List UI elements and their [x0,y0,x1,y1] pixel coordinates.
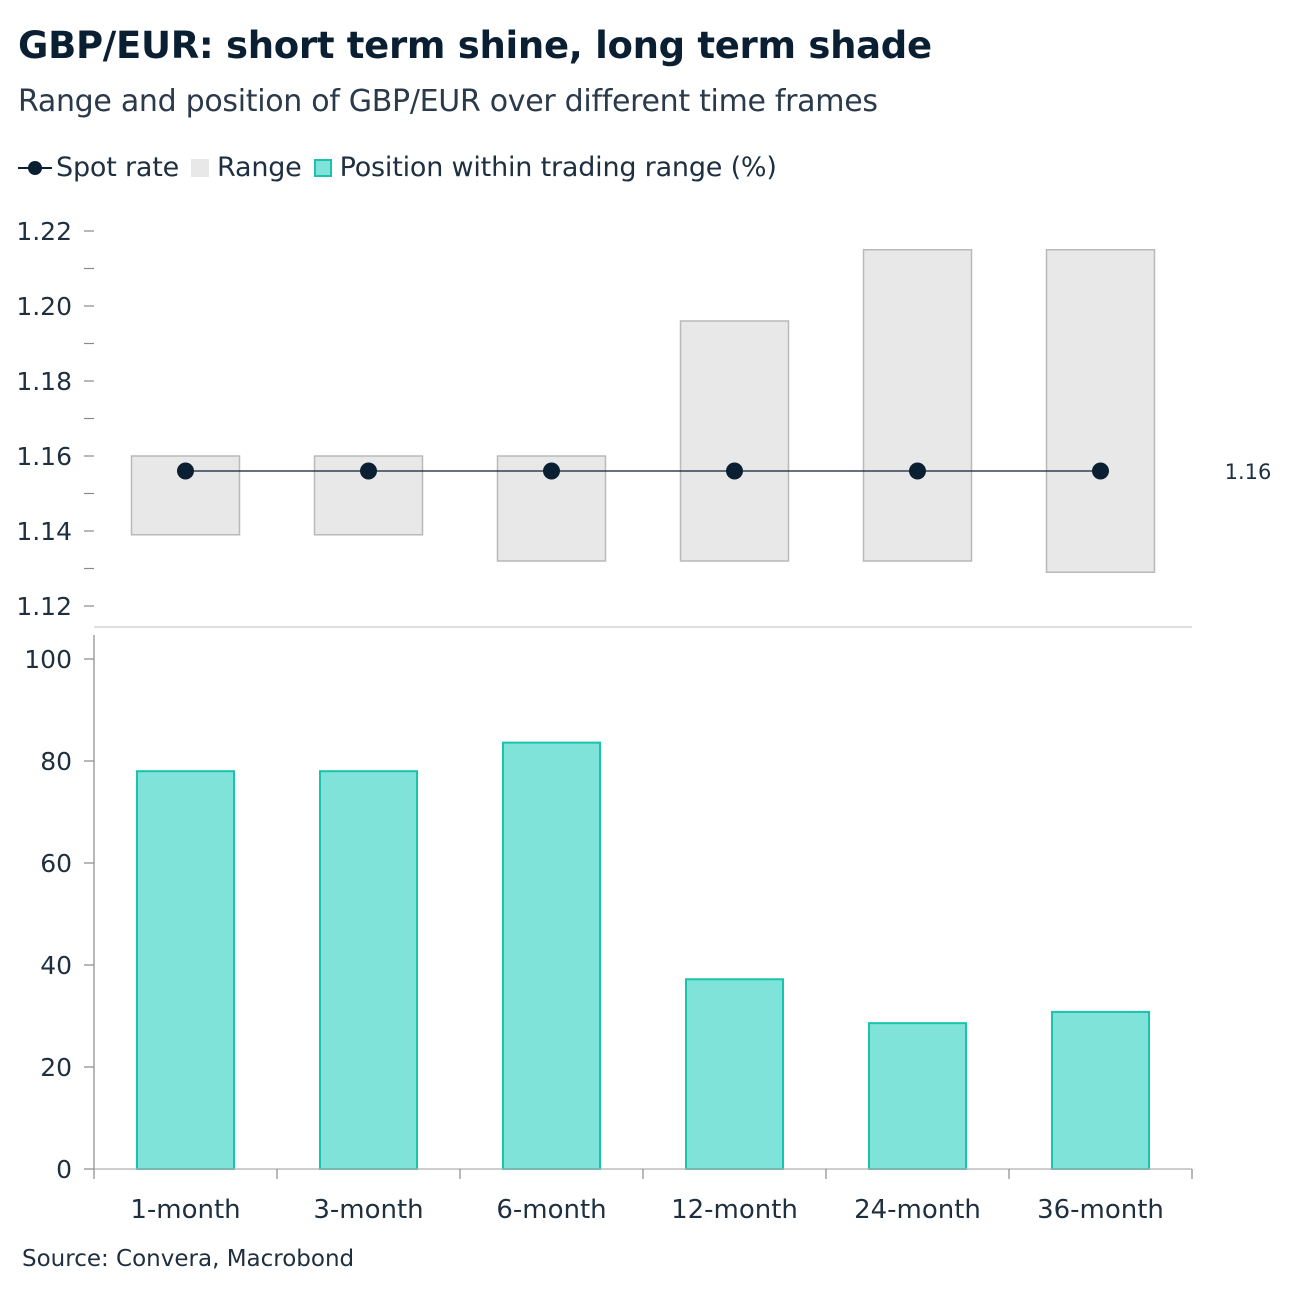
position-bar [685,978,784,1171]
top-y-tick-label: 1.18 [16,367,72,396]
range-swatch-icon [191,158,210,177]
spot-rate-point [177,462,194,480]
bottom-y-tick-label: 40 [40,951,72,980]
legend-item-position: Position within trading range (%) [313,152,777,183]
legend-label-spot: Spot rate [56,152,180,183]
top-y-tick-label: 1.14 [16,517,72,546]
bottom-y-tick-label: 100 [24,645,72,674]
bottom-y-tick-label: 60 [40,849,72,878]
range-box [862,249,973,562]
top-y-tick-label: 1.12 [16,592,72,621]
legend-label-range: Range [217,152,302,183]
x-category-label: 1-month [130,1195,240,1225]
position-bar [502,741,601,1170]
range-box [1045,249,1156,573]
legend-item-range: Range [191,152,302,183]
range-box [679,320,790,562]
position-swatch-icon [313,158,332,177]
x-category-label: 12-month [671,1195,798,1225]
spot-rate-point [1092,462,1109,480]
spot-rate-point [909,462,926,480]
top-y-tick-label: 1.22 [16,217,72,246]
spot-rate-point [360,462,377,480]
spot-rate-value-label: 1.16 [1225,460,1272,484]
position-bar [319,770,418,1170]
x-category-label: 36-month [1037,1195,1164,1225]
x-category-label: 3-month [313,1195,423,1225]
top-y-tick-label: 1.20 [16,292,72,321]
spot-rate-point [543,462,560,480]
chart-title: GBP/EUR: short term shine, long term sha… [18,24,932,67]
bottom-y-tick-label: 20 [40,1053,72,1082]
spot-rate-point [726,462,743,480]
bottom-y-tick-label: 0 [56,1155,72,1184]
x-category-label: 6-month [496,1195,606,1225]
x-category-label: 24-month [854,1195,981,1225]
bottom-y-tick-label: 80 [40,747,72,776]
chart-subtitle: Range and position of GBP/EUR over diffe… [18,84,878,119]
legend-item-spot: Spot rate [18,152,179,183]
position-bar [1051,1010,1150,1170]
position-bar [868,1022,967,1171]
position-bar [136,770,235,1170]
spot-line-marker-icon [18,158,52,178]
source-note: Source: Convera, Macrobond [22,1246,355,1272]
top-y-tick-label: 1.16 [16,442,72,471]
legend: Spot rate Range Position within trading … [18,152,789,183]
legend-label-position: Position within trading range (%) [339,152,777,183]
